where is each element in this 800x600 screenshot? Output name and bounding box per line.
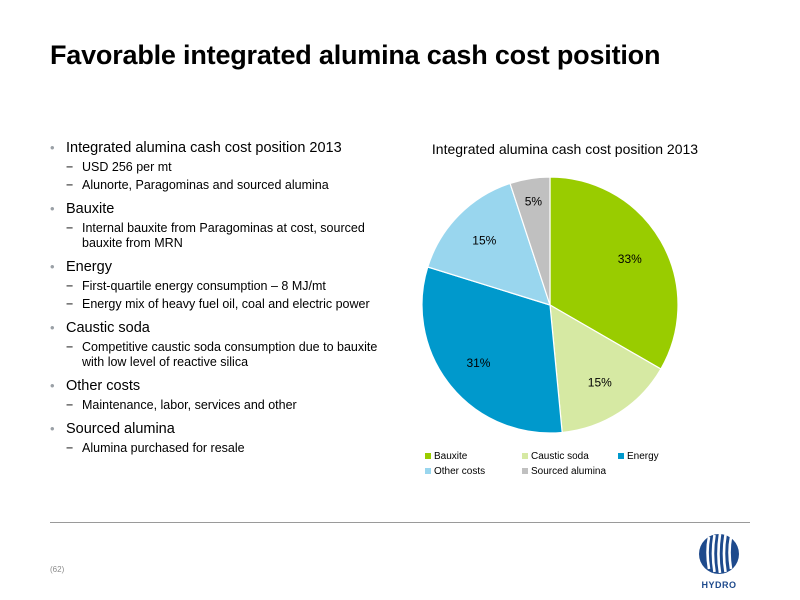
dash-icon: − bbox=[66, 178, 74, 192]
bullet-dot-icon: • bbox=[50, 378, 55, 393]
sub-bullet: Alumina purchased for resale bbox=[82, 441, 245, 455]
bullet-section: • Integrated alumina cash cost position 2… bbox=[50, 138, 400, 193]
pie-data-label: 15% bbox=[472, 233, 496, 247]
legend-label: Bauxite bbox=[434, 451, 468, 462]
legend-swatch bbox=[618, 453, 624, 459]
chart-title: Integrated alumina cash cost position 20… bbox=[432, 141, 698, 157]
bullet-label: Other costs bbox=[66, 378, 141, 394]
hydro-logo-icon: HYDRO bbox=[699, 533, 739, 590]
pie-data-label: 31% bbox=[466, 356, 490, 370]
dash-icon: − bbox=[66, 221, 74, 235]
bullet-list: • Integrated alumina cash cost position 2… bbox=[50, 138, 400, 462]
dash-icon: − bbox=[66, 441, 74, 455]
page-title: Favorable integrated alumina cash cost p… bbox=[50, 40, 661, 70]
sub-bullet: USD 256 per mt bbox=[82, 160, 172, 174]
legend-label: Sourced alumina bbox=[531, 466, 606, 477]
pie-data-label: 5% bbox=[525, 194, 543, 208]
pie-slice-sourced-alumina bbox=[509, 176, 551, 306]
hydro-logo: HYDRO bbox=[696, 533, 742, 591]
bullet-section: • Energy − First-quartile energy consumpti… bbox=[50, 257, 400, 312]
pie-slice-caustic-soda bbox=[549, 303, 662, 434]
sub-bullet: Competitive caustic soda consumption due… bbox=[82, 340, 378, 369]
bullet-label: Integrated alumina cash cost position 20… bbox=[66, 140, 342, 156]
dash-icon: − bbox=[66, 160, 74, 174]
sub-bullet: Alunorte, Paragominas and sourced alumin… bbox=[82, 178, 329, 192]
legend-swatch bbox=[522, 468, 528, 474]
legend-label: Caustic soda bbox=[531, 451, 589, 462]
bullet-section: • Other costs − Maintenance, labor, servic… bbox=[50, 376, 400, 413]
footer-divider bbox=[50, 522, 750, 523]
bullet-section: • Sourced alumina − Alumina purchased for … bbox=[50, 419, 400, 456]
bullet-dot-icon: • bbox=[50, 140, 55, 155]
sub-bullet: Energy mix of heavy fuel oil, coal and e… bbox=[82, 297, 370, 311]
sub-bullet: Internal bauxite from Paragominas at cos… bbox=[82, 221, 365, 250]
sub-bullet: First-quartile energy consumption – 8 MJ… bbox=[82, 279, 326, 293]
logo-text: HYDRO bbox=[701, 580, 736, 590]
bullet-dot-icon: • bbox=[50, 320, 55, 335]
legend-swatch bbox=[522, 453, 528, 459]
bullet-section: • Bauxite − Internal bauxite from Paragomi… bbox=[50, 199, 400, 251]
dash-icon: − bbox=[66, 398, 74, 412]
pie-data-label: 15% bbox=[588, 376, 612, 390]
legend-swatch bbox=[425, 468, 431, 474]
bullet-dot-icon: • bbox=[50, 201, 55, 216]
bullet-label: Bauxite bbox=[66, 201, 115, 217]
bullet-dot-icon: • bbox=[50, 421, 55, 436]
pie-slice-bauxite bbox=[549, 176, 679, 370]
legend-swatch bbox=[425, 453, 431, 459]
page-number: (62) bbox=[50, 565, 65, 574]
sub-bullet: Maintenance, labor, services and other bbox=[82, 398, 297, 412]
bullet-label: Energy bbox=[66, 259, 112, 275]
legend-label: Energy bbox=[627, 451, 659, 462]
pie-data-label: 33% bbox=[618, 252, 642, 266]
pie-chart: Integrated alumina cash cost position 20… bbox=[421, 141, 698, 477]
dash-icon: − bbox=[66, 340, 74, 354]
pie-chart-area: Integrated alumina cash cost position 20… bbox=[405, 140, 725, 485]
pie-slice-energy bbox=[421, 266, 563, 434]
bullet-dot-icon: • bbox=[50, 259, 55, 274]
legend-label: Other costs bbox=[434, 466, 485, 477]
dash-icon: − bbox=[66, 279, 74, 293]
bullet-label: Sourced alumina bbox=[66, 421, 175, 437]
bullet-section: • Caustic soda − Competitive caustic soda … bbox=[50, 318, 400, 370]
bullet-label: Caustic soda bbox=[66, 320, 150, 336]
dash-icon: − bbox=[66, 297, 74, 311]
